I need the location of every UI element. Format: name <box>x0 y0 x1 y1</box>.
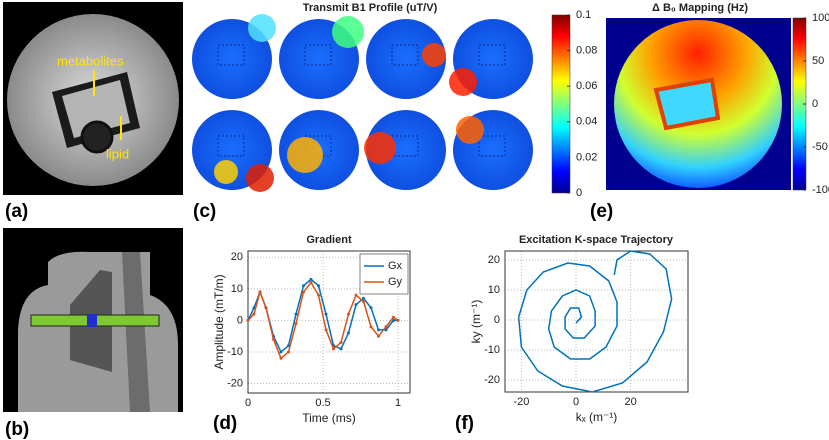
series-line <box>247 281 399 360</box>
colorbar-tick-label: 100 <box>812 12 829 24</box>
b1-map-detail <box>217 44 245 66</box>
b0-map <box>606 18 791 190</box>
colorbar-tick-label: -100 <box>812 184 829 196</box>
b1-hotspot <box>287 137 323 173</box>
b1-map-detail <box>217 135 245 157</box>
panel-label: (a) <box>5 201 28 222</box>
legend-box <box>359 253 409 295</box>
legend-label: Gx <box>388 260 403 272</box>
chart-title: Excitation K-space Trajectory <box>519 234 674 246</box>
b1-map <box>192 19 272 99</box>
x-axis-label: kₓ (m⁻¹) <box>576 410 618 424</box>
b1-hotspot <box>246 164 274 192</box>
y-tick-label: 0 <box>494 314 500 326</box>
colorbar-tick-label: 0.04 <box>576 116 597 128</box>
colorbar-tick-label: 0.06 <box>576 80 597 92</box>
b1-map <box>366 19 446 99</box>
chart-title: Gradient <box>306 234 352 246</box>
panel-label: (d) <box>213 413 237 434</box>
colorbar-tick-label: 0.08 <box>576 45 597 57</box>
b1-hotspot <box>248 14 276 42</box>
y-tick-label: 10 <box>231 283 243 295</box>
colorbar-tick-label: 0 <box>576 187 582 199</box>
y-tick-label: -20 <box>484 374 500 386</box>
y-tick-label: 20 <box>231 251 243 263</box>
x-tick-label: -20 <box>513 396 529 408</box>
colorbar-tick-label: 0 <box>812 98 818 110</box>
annotation: lipid <box>106 146 129 161</box>
b1-map-detail <box>391 44 419 66</box>
panel-label: (f) <box>455 413 474 434</box>
y-axis-label: Amplitude (mT/m) <box>212 274 226 369</box>
x-tick-label: 20 <box>625 396 637 408</box>
axes-box <box>504 250 689 393</box>
y-axis-label: ky (m⁻¹) <box>469 300 483 344</box>
b1-map <box>366 110 446 190</box>
anatomy-image <box>3 228 183 412</box>
y-tick-label: 10 <box>488 284 500 296</box>
colorbar-tick-label: 50 <box>812 55 824 67</box>
series-line <box>517 250 673 393</box>
colorbar-tick-label: 0.1 <box>576 9 591 21</box>
panel-label: (e) <box>590 201 613 222</box>
y-tick-label: 0 <box>237 314 243 326</box>
colorbar-tick-label: -50 <box>812 141 828 153</box>
b1-hotspot <box>214 160 238 184</box>
panel-label: (b) <box>5 419 29 440</box>
b1-hotspot <box>449 68 477 96</box>
y-tick-label: -10 <box>227 346 243 358</box>
b1-hotspot <box>456 116 484 144</box>
chart-title: Transmit B1 Profile (uT/V) <box>303 2 438 14</box>
b1-map-detail <box>304 44 332 66</box>
colorbar <box>551 14 571 194</box>
x-axis-label: Time (ms) <box>302 411 356 425</box>
x-tick-label: 0.5 <box>315 397 330 409</box>
b1-map-detail <box>478 135 506 157</box>
x-tick-label: 1 <box>395 397 401 409</box>
colorbar-tick-label: 0.02 <box>576 151 597 163</box>
y-tick-label: -10 <box>484 344 500 356</box>
panel-label: (c) <box>193 201 216 222</box>
x-tick-label: 0 <box>245 397 251 409</box>
annotation: metabolites <box>57 53 124 68</box>
chart-title: Δ B₀ Mapping (Hz) <box>652 2 748 14</box>
b1-hotspot <box>364 132 396 164</box>
b1-hotspot <box>422 43 446 67</box>
b1-maps <box>192 14 545 193</box>
y-tick-label: -20 <box>227 377 243 389</box>
panel-labels: (a) (b) (c) (d) (e) (f) <box>5 201 613 440</box>
x-tick-label: 0 <box>573 396 579 408</box>
b1-map-detail <box>478 44 506 66</box>
legend-label: Gy <box>388 276 403 288</box>
phantom-image <box>3 2 183 195</box>
b1-hotspot <box>332 16 364 48</box>
axes-box <box>247 250 411 394</box>
y-tick-label: 20 <box>488 254 500 266</box>
